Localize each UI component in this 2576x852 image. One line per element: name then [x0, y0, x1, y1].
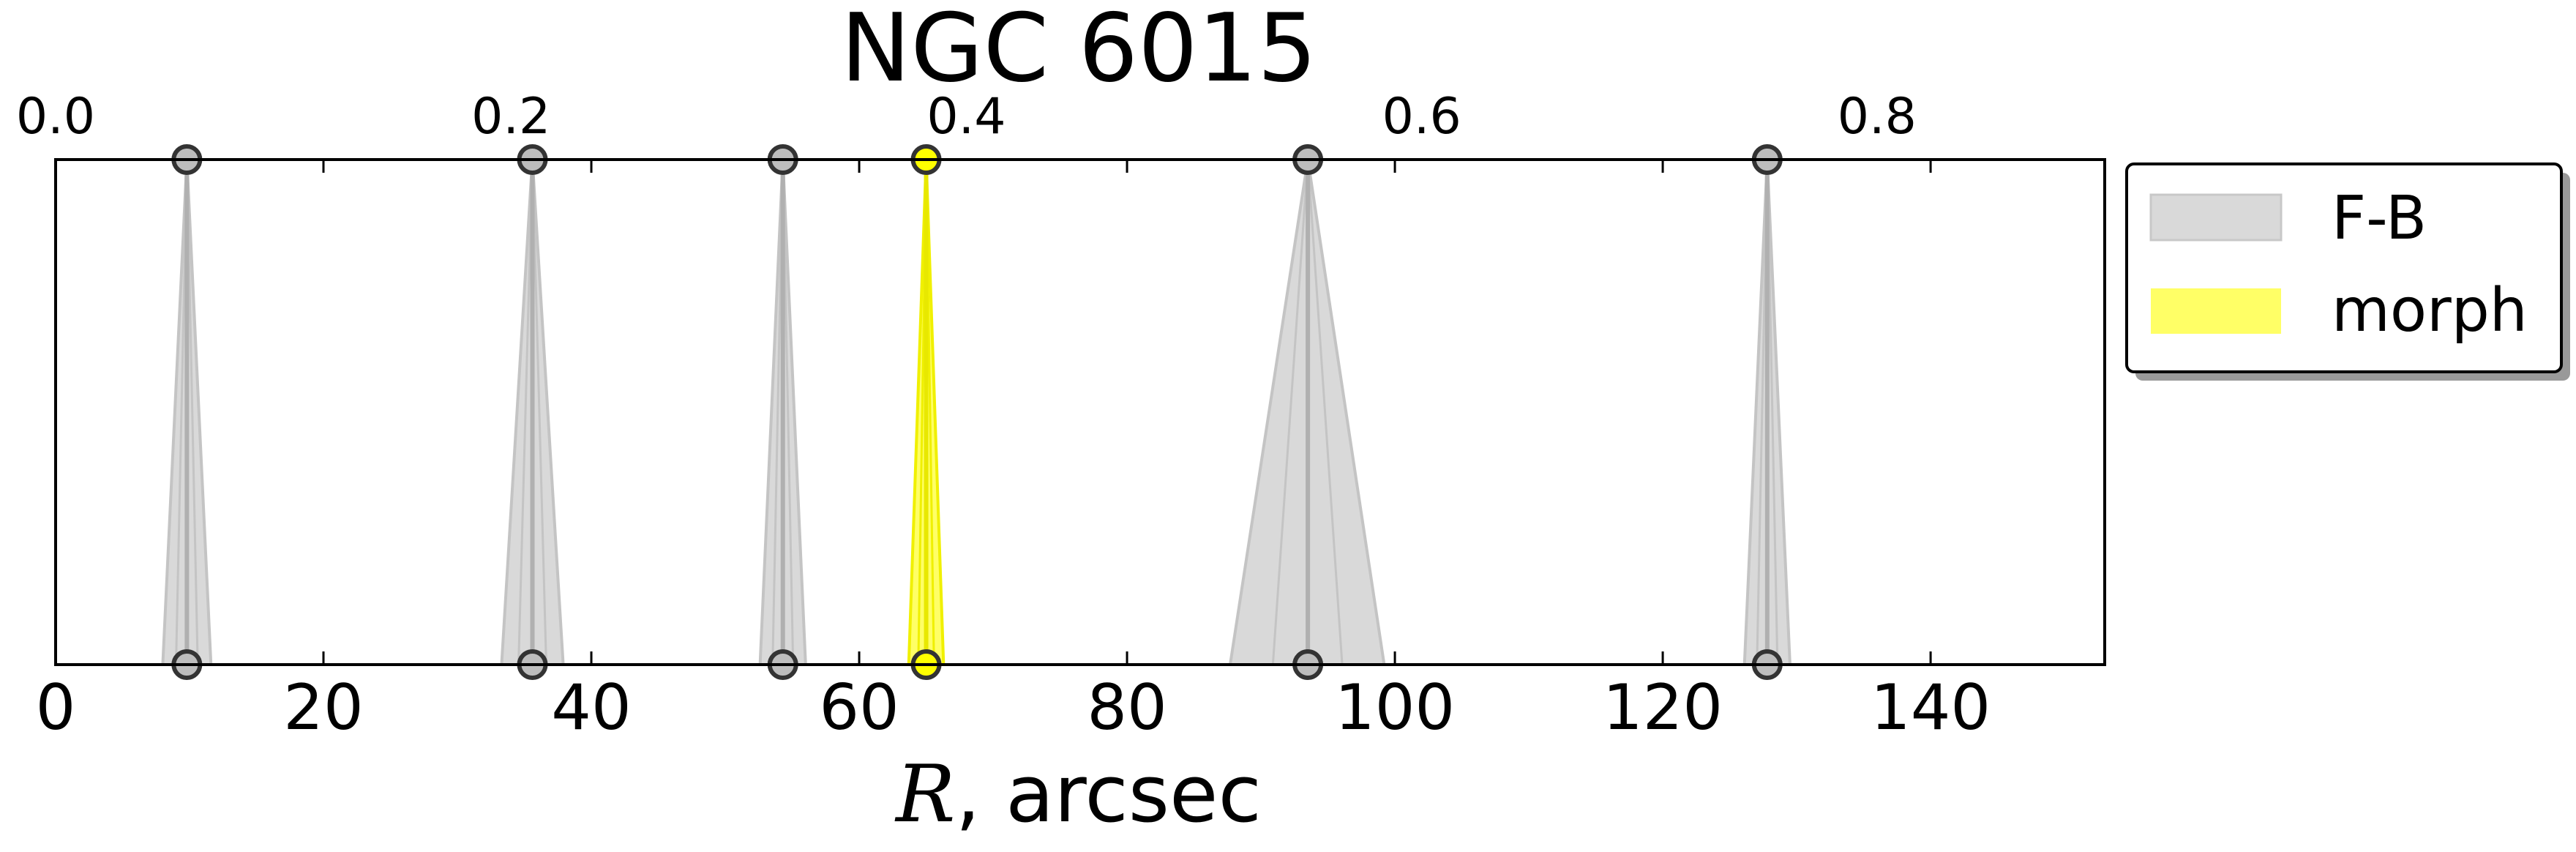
- bottom-tick-label-0: 0: [36, 671, 76, 744]
- legend-label-fb: F-B: [2332, 184, 2427, 253]
- plot-marks: [161, 144, 1792, 680]
- x-axis-label-text: , arcsec: [955, 749, 1261, 840]
- top-axis: 0.0 0.2 0.4 0.6 0.8: [16, 88, 1917, 146]
- top-tick-label-2: 0.4: [926, 88, 1006, 146]
- legend: F-B morph: [2125, 162, 2570, 381]
- top-tick-label-3: 0.6: [1382, 88, 1461, 146]
- bottom-tick-label-7: 140: [1871, 671, 1991, 744]
- legend-label-morph: morph: [2332, 276, 2528, 345]
- bottom-tick-label-5: 100: [1335, 671, 1455, 744]
- plot-frame: [54, 158, 2106, 666]
- bottom-tick-label-2: 40: [551, 671, 631, 744]
- x-axis-label-symbol: R: [894, 749, 955, 840]
- bottom-tick-label-1: 20: [283, 671, 363, 744]
- top-tick-label-1: 0.2: [471, 88, 550, 146]
- bottom-tick-label-6: 120: [1603, 671, 1723, 744]
- legend-swatch-morph: [2151, 288, 2281, 334]
- bottom-tick-label-4: 80: [1087, 671, 1167, 744]
- bottom-tick-label-3: 60: [819, 671, 899, 744]
- chart-title: NGC 6015: [841, 0, 1317, 103]
- top-tick-label-0: 0.0: [16, 88, 95, 146]
- x-axis-label: R, arcsec: [894, 749, 1262, 840]
- top-tick-label-4: 0.8: [1838, 88, 1917, 146]
- legend-swatch-fb: [2149, 193, 2283, 242]
- bottom-axis: 0 20 40 60 80 100 120 140: [36, 160, 1991, 744]
